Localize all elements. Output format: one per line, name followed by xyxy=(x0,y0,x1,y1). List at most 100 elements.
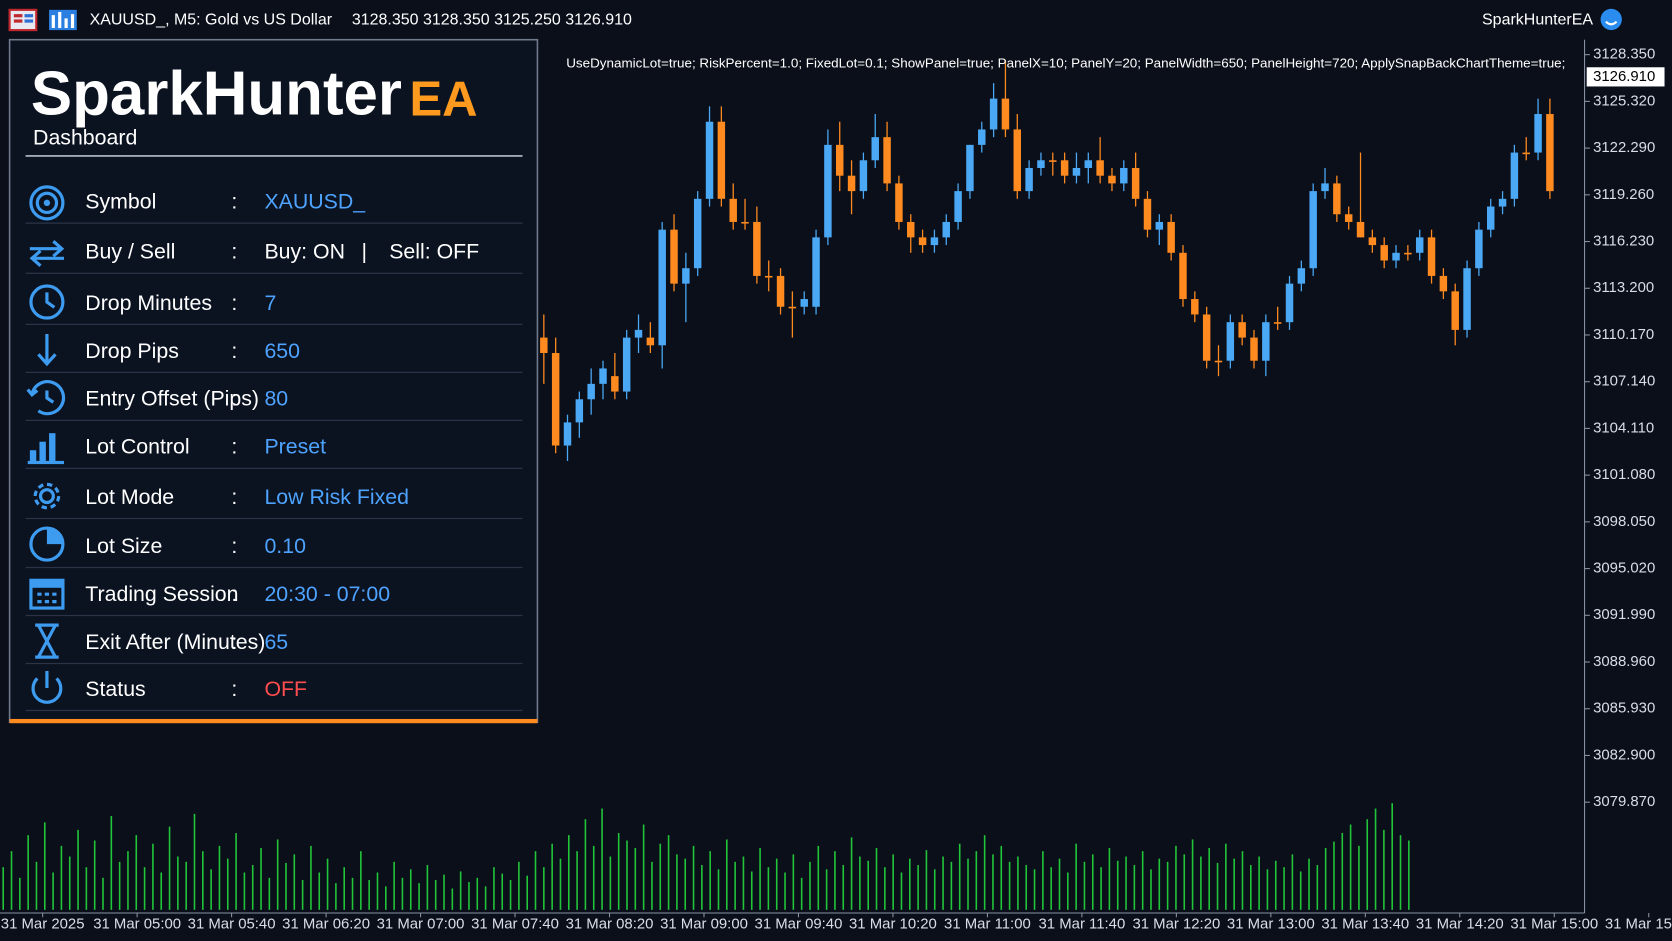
panel-title: SparkHunter xyxy=(31,60,402,129)
candle-body xyxy=(1238,322,1246,338)
candle-body xyxy=(1191,299,1199,315)
candle-body xyxy=(1356,221,1365,238)
row-label: Symbol xyxy=(85,189,156,213)
row-value: OFF xyxy=(264,677,307,701)
down-arrow-icon xyxy=(37,334,57,367)
candle-body xyxy=(1273,322,1282,324)
x-tick-label: 31 Mar 06:20 xyxy=(282,916,370,933)
row-separator: : xyxy=(231,582,237,606)
ea-name: SparkHunterEA xyxy=(1482,12,1593,29)
row-label: Lot Size xyxy=(85,534,162,558)
candle-body xyxy=(1250,337,1258,361)
candle-body xyxy=(1522,152,1530,155)
candle-body xyxy=(907,221,915,238)
candle-body xyxy=(1108,175,1116,184)
icon-part xyxy=(51,11,75,28)
y-tick-label: 3095.020 xyxy=(1593,560,1655,577)
row-separator: : xyxy=(231,339,237,363)
row-separator: : xyxy=(231,677,237,701)
y-tick-label: 3116.230 xyxy=(1593,232,1654,249)
candle-body xyxy=(966,144,974,192)
candle-body xyxy=(540,337,548,354)
y-tick-label: 3082.900 xyxy=(1593,746,1655,763)
x-tick-label: 31 Mar 14:20 xyxy=(1416,916,1504,933)
candle-body xyxy=(1049,160,1057,162)
x-tick-label: 31 Mar 09:40 xyxy=(755,916,843,933)
candle-body xyxy=(729,198,737,222)
candle-body xyxy=(1439,275,1448,292)
candle-body xyxy=(764,275,773,278)
candle-body xyxy=(646,337,655,346)
ea-parameters: UseDynamicLot=true; RiskPercent=1.0; Fix… xyxy=(566,56,1565,71)
power-icon xyxy=(31,670,63,704)
candle-body xyxy=(741,221,749,224)
arrows-icon xyxy=(29,240,65,267)
row-value: 7 xyxy=(264,291,276,315)
candle-body xyxy=(599,368,607,384)
candle-body xyxy=(859,160,868,192)
x-tick-label: 31 Mar 15:40 xyxy=(1605,916,1672,933)
x-tick-label: 31 Mar 08:20 xyxy=(566,916,654,933)
candle-body xyxy=(930,237,939,246)
candle-body xyxy=(622,337,631,392)
candle-body xyxy=(1120,167,1128,184)
candle-body xyxy=(1486,206,1495,230)
candle-body xyxy=(1463,268,1471,330)
candle-body xyxy=(658,229,666,346)
candle-body xyxy=(682,268,690,284)
chart-icon[interactable] xyxy=(49,9,77,31)
candle-body xyxy=(954,191,962,222)
clock-icon xyxy=(29,284,65,320)
x-tick-label: 31 Mar 05:40 xyxy=(188,916,276,933)
symbol-title: XAUUSD_, M5: Gold vs US Dollar xyxy=(90,12,333,29)
x-tick-label: 31 Mar 09:00 xyxy=(660,916,748,933)
y-tick-label: 3119.260 xyxy=(1593,186,1654,203)
panel-accent xyxy=(9,718,538,724)
candle-body xyxy=(1001,98,1010,130)
x-tick-label: 31 Mar 15:00 xyxy=(1510,916,1598,933)
candle-body xyxy=(1333,183,1341,215)
row-separator: : xyxy=(231,291,237,315)
row-separator: : xyxy=(231,189,237,213)
bars-icon xyxy=(27,433,64,465)
row-value: XAUUSD_ xyxy=(264,189,366,213)
x-tick-label: 31 Mar 11:40 xyxy=(1039,916,1126,933)
candle-body xyxy=(1143,198,1152,230)
candle-body xyxy=(1475,229,1483,269)
offset-icon xyxy=(26,380,66,416)
row-value-2: Sell: OFF xyxy=(389,240,479,264)
ea-smiley[interactable] xyxy=(1600,8,1622,31)
candle-body xyxy=(1510,152,1519,199)
x-tick-label: 31 Mar 13:40 xyxy=(1321,916,1409,933)
row-value: 20:30 - 07:00 xyxy=(264,582,390,606)
candle-body xyxy=(1415,237,1424,253)
row-separator: : xyxy=(231,630,237,654)
dashboard-panel: SparkHunter EA Dashboard Symbol: XAUUSD_ B… xyxy=(8,38,539,724)
x-tick-label: 31 Mar 07:40 xyxy=(471,916,559,933)
candle-body xyxy=(776,275,785,307)
y-tick-label: 3107.140 xyxy=(1593,373,1655,390)
candle-body xyxy=(1155,221,1164,230)
y-tick-label: 3085.930 xyxy=(1593,700,1655,717)
icon-part xyxy=(13,19,23,23)
icon-part xyxy=(24,14,34,18)
candle-body xyxy=(1179,252,1187,300)
row-label: Exit After (Minutes) xyxy=(85,630,265,654)
target-icon xyxy=(29,185,65,221)
candle-body xyxy=(611,376,619,392)
candle-body xyxy=(1380,245,1388,261)
candle-body xyxy=(1451,291,1459,330)
row-label: Drop Minutes xyxy=(85,291,212,315)
candle-body xyxy=(1167,221,1175,253)
candle-body xyxy=(1498,198,1507,207)
candle-body xyxy=(1025,167,1033,192)
x-tick-label: 31 Mar 12:20 xyxy=(1132,916,1220,933)
y-tick-label: 3088.960 xyxy=(1593,653,1655,670)
row-label: Buy / Sell xyxy=(85,240,175,264)
candle-body xyxy=(978,129,986,145)
candle-body xyxy=(634,329,643,338)
row-value: 80 xyxy=(264,387,288,411)
candle-body xyxy=(705,121,714,199)
candle-body xyxy=(1534,114,1542,153)
